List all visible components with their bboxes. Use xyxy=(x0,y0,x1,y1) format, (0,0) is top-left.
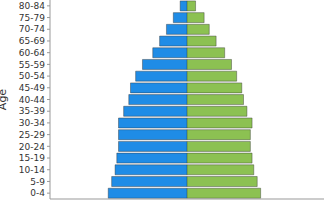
svg-text:10-14: 10-14 xyxy=(19,165,45,175)
svg-text:20-24: 20-24 xyxy=(19,142,45,152)
svg-text:70-74: 70-74 xyxy=(19,24,45,34)
svg-text:60-64: 60-64 xyxy=(19,48,45,58)
svg-text:75-79: 75-79 xyxy=(19,13,45,23)
svg-text:Age: Age xyxy=(8,89,9,111)
svg-text:25-29: 25-29 xyxy=(19,130,45,140)
svg-text:30-34: 30-34 xyxy=(19,118,45,128)
svg-text:40-44: 40-44 xyxy=(19,95,45,105)
svg-text:45-49: 45-49 xyxy=(19,83,45,93)
svg-text:65-69: 65-69 xyxy=(19,36,45,46)
svg-text:5-9: 5-9 xyxy=(30,177,45,187)
svg-text:50-54: 50-54 xyxy=(19,71,45,81)
svg-text:35-39: 35-39 xyxy=(19,106,45,116)
svg-text:55-59: 55-59 xyxy=(19,60,45,70)
svg-text:15-19: 15-19 xyxy=(19,153,45,163)
svg-text:0-4: 0-4 xyxy=(30,188,45,198)
svg-text:80-84: 80-84 xyxy=(19,1,45,11)
